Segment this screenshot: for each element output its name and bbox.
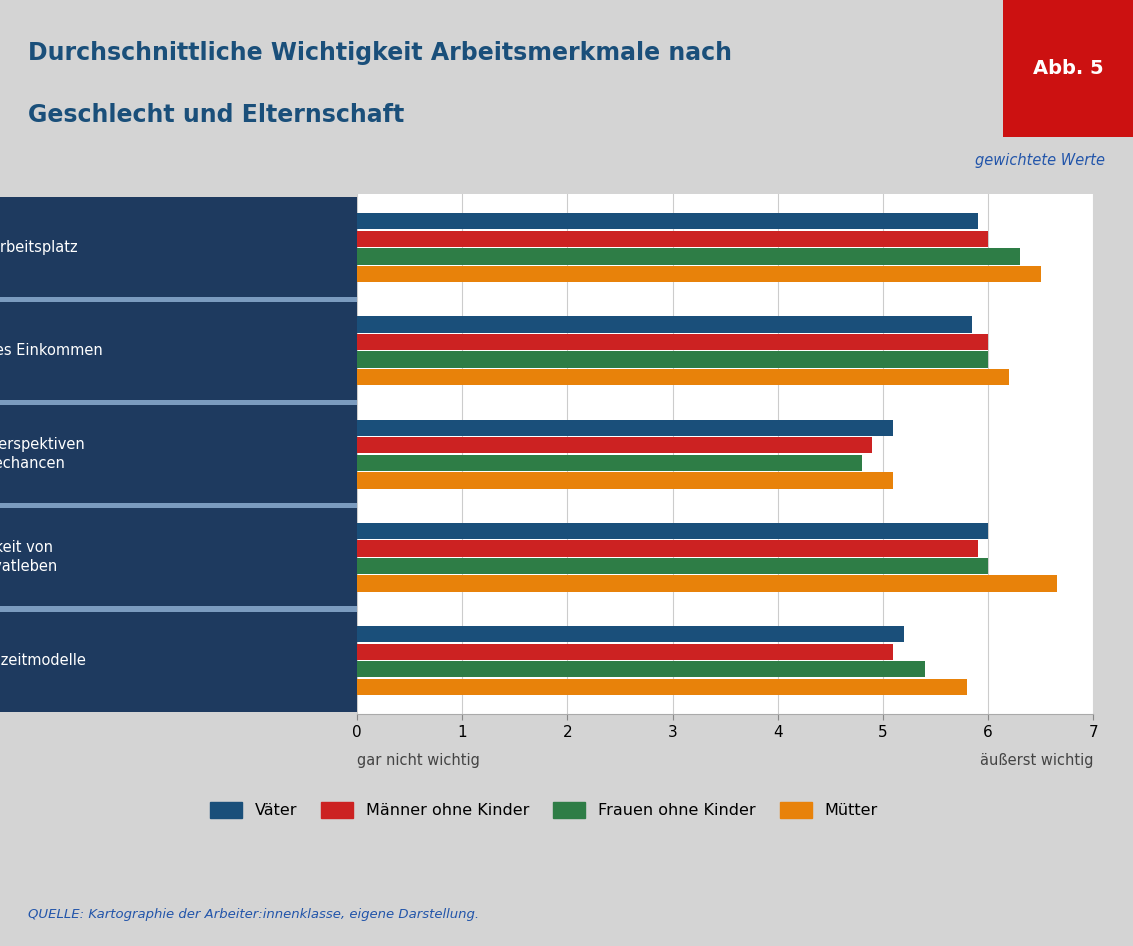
Text: Durchschnittliche Wichtigkeit Arbeitsmerkmale nach: Durchschnittliche Wichtigkeit Arbeitsmer…	[28, 42, 732, 65]
Bar	[1003, 0, 1133, 137]
Bar	[357, 558, 988, 574]
Text: ein angemessenes Einkommen: ein angemessenes Einkommen	[0, 343, 103, 359]
Bar	[357, 643, 894, 660]
Bar	[357, 316, 972, 333]
Bar	[357, 248, 1020, 265]
Text: Geschlecht und Elternschaft: Geschlecht und Elternschaft	[28, 103, 404, 127]
Bar	[0, 503, 357, 508]
Bar	[357, 437, 872, 453]
Bar	[357, 678, 968, 695]
Bar	[0, 297, 357, 302]
Bar	[357, 575, 1056, 592]
Text: gewichtete Werte: gewichtete Werte	[974, 153, 1105, 168]
Bar	[357, 369, 1010, 385]
Text: äußerst wichtig: äußerst wichtig	[980, 753, 1093, 768]
Text: ein sicherer Arbeitsplatz: ein sicherer Arbeitsplatz	[0, 240, 78, 255]
Bar	[0, 606, 357, 611]
Bar	[357, 420, 894, 436]
Bar	[0, 197, 357, 299]
Bar	[357, 352, 988, 368]
Text: Entwicklungsperspektiven
und Karrierechancen: Entwicklungsperspektiven und Karrierecha…	[0, 437, 85, 471]
Bar	[357, 540, 978, 556]
Text: Abb. 5: Abb. 5	[1032, 59, 1104, 79]
Bar	[0, 506, 357, 608]
Bar	[0, 609, 357, 711]
Text: gar nicht wichtig: gar nicht wichtig	[357, 753, 479, 768]
Text: flexible Arbeitszeitmodelle: flexible Arbeitszeitmodelle	[0, 653, 86, 668]
Text: QUELLE: Kartographie der Arbeiter:innenklasse, eigene Darstellung.: QUELLE: Kartographie der Arbeiter:innenk…	[28, 908, 479, 921]
Bar	[0, 300, 357, 402]
Bar	[357, 334, 988, 350]
Bar	[357, 661, 925, 677]
Bar	[357, 231, 988, 247]
Bar	[357, 266, 1041, 282]
Bar	[357, 626, 904, 642]
Bar	[0, 403, 357, 505]
Bar	[357, 523, 988, 539]
Bar	[0, 400, 357, 405]
Text: Vereinbarkeit von
Familie/Privatleben: Vereinbarkeit von Familie/Privatleben	[0, 540, 58, 574]
Bar	[357, 455, 862, 471]
Bar	[357, 213, 978, 230]
Bar	[357, 472, 894, 488]
Legend: Väter, Männer ohne Kinder, Frauen ohne Kinder, Mütter: Väter, Männer ohne Kinder, Frauen ohne K…	[210, 801, 878, 818]
